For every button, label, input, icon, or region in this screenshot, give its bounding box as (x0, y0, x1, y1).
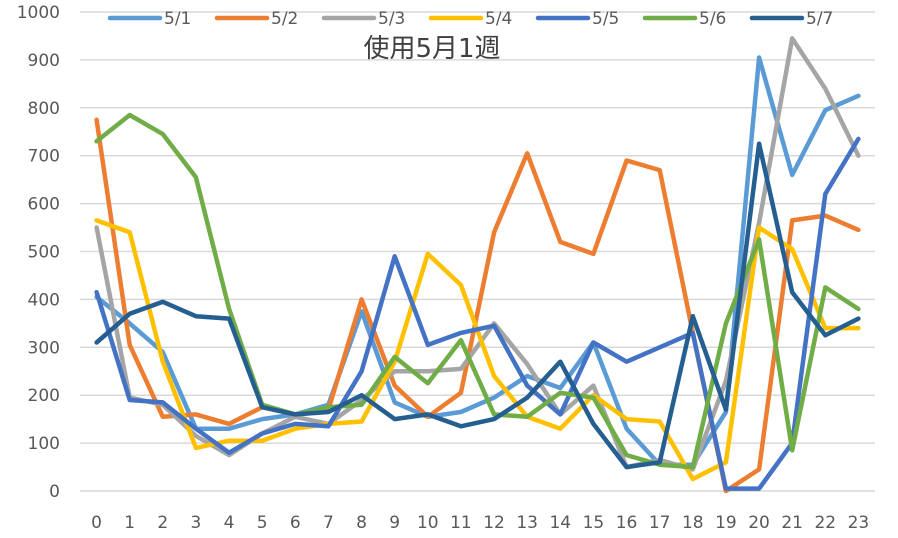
y-tick-label: 400 (28, 290, 60, 310)
x-tick-label: 6 (290, 513, 301, 533)
legend-label: 5/6 (699, 9, 726, 29)
series-line-5-7 (94, 141, 861, 470)
x-tick-label: 1 (124, 513, 135, 533)
legend-label: 5/3 (378, 9, 405, 29)
x-tick-label: 3 (191, 513, 202, 533)
x-tick-label: 23 (848, 513, 870, 533)
x-tick-label: 12 (483, 513, 505, 533)
series-lines (94, 36, 861, 494)
y-tick-label: 900 (28, 51, 60, 71)
x-tick-label: 17 (649, 513, 671, 533)
series-line-5-5 (94, 136, 861, 491)
y-tick-label: 100 (28, 434, 60, 454)
x-tick-label: 16 (616, 513, 638, 533)
legend-label: 5/5 (592, 9, 619, 29)
x-tick-label: 14 (549, 513, 571, 533)
y-tick-label: 500 (28, 243, 60, 263)
x-tick-label: 18 (682, 513, 704, 533)
series-line-5-6 (94, 112, 861, 470)
y-tick-label: 600 (28, 195, 60, 215)
x-tick-label: 20 (748, 513, 770, 533)
x-tick-label: 2 (157, 513, 168, 533)
legend-label: 5/4 (485, 9, 512, 29)
x-tick-label: 4 (224, 513, 235, 533)
x-tick-label: 8 (356, 513, 367, 533)
x-tick-label: 21 (781, 513, 803, 533)
x-axis-ticks: 0 1 2 3 4 5 6 7 8 9 10 11 12 13 14 15 16 17 18 19 20 21 22 23 (91, 513, 869, 533)
x-tick-label: 22 (814, 513, 836, 533)
x-tick-label: 19 (715, 513, 737, 533)
x-tick-label: 13 (516, 513, 538, 533)
y-tick-label: 300 (28, 338, 60, 358)
x-tick-label: 15 (583, 513, 605, 533)
legend-label: 5/7 (806, 9, 833, 29)
y-axis-ticks: 0 100 200 300 400 500 600 700 800 900 1000 (17, 3, 60, 502)
x-tick-label: 0 (91, 513, 102, 533)
legend-label: 5/2 (271, 9, 298, 29)
x-tick-label: 9 (389, 513, 400, 533)
x-tick-label: 10 (417, 513, 439, 533)
x-tick-label: 11 (450, 513, 472, 533)
x-tick-label: 7 (323, 513, 334, 533)
legend-label: 5/1 (164, 9, 191, 29)
y-tick-label: 1000 (17, 3, 60, 23)
series-line-5-2 (94, 117, 861, 494)
y-tick-label: 800 (28, 99, 60, 119)
y-tick-label: 700 (28, 147, 60, 167)
y-tick-label: 0 (49, 482, 60, 502)
x-tick-label: 5 (257, 513, 268, 533)
y-tick-label: 200 (28, 386, 60, 406)
chart-title: 使用5月1週 (363, 34, 500, 64)
legend: 5/1 5/2 5/3 5/4 5/5 5/6 5/7 (107, 9, 833, 29)
